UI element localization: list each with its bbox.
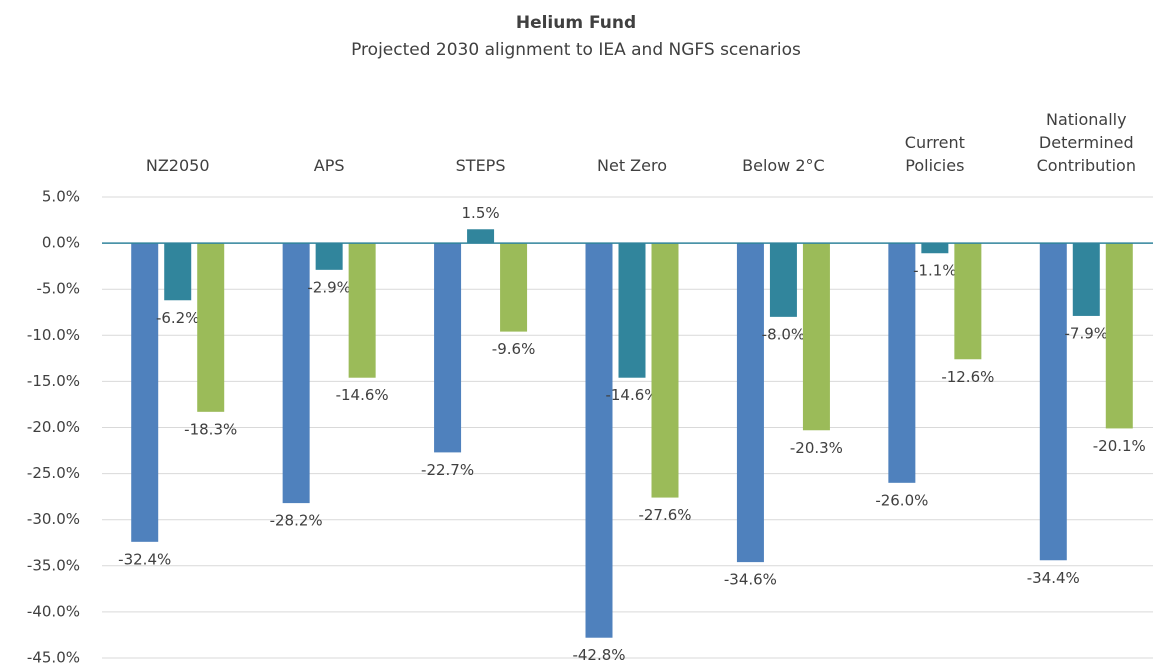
data-label: -12.6%	[941, 368, 994, 386]
chart-subtitle: Projected 2030 alignment to IEA and NGFS…	[351, 40, 801, 60]
y-tick-label: -5.0%	[36, 280, 80, 298]
bar	[131, 243, 159, 542]
bar	[1072, 243, 1100, 316]
bar	[651, 243, 679, 498]
bar	[348, 243, 376, 378]
bar	[434, 243, 462, 453]
data-label: -28.2%	[270, 512, 323, 530]
data-label: -8.0%	[762, 325, 806, 343]
data-label: -20.1%	[1093, 437, 1146, 455]
bar	[500, 243, 528, 332]
x-tick-label: APS	[313, 156, 345, 175]
y-tick-label: -15.0%	[27, 372, 80, 390]
bar	[1105, 243, 1133, 429]
x-tick-label: Below 2°C	[742, 156, 825, 175]
data-label: -42.8%	[572, 646, 625, 664]
y-tick-label: -25.0%	[27, 464, 80, 482]
y-tick-label: 5.0%	[42, 188, 80, 206]
bar	[1039, 243, 1067, 561]
x-tick-label: Nationally Determined Contribution	[1036, 110, 1136, 175]
bar	[769, 243, 797, 317]
y-tick-label: -35.0%	[27, 556, 80, 574]
bar	[736, 243, 764, 563]
bar	[921, 243, 949, 254]
bar	[282, 243, 310, 504]
x-tick-label: NZ2050	[145, 156, 210, 175]
bar	[315, 243, 343, 270]
data-label: -14.6%	[336, 386, 389, 404]
bar	[585, 243, 613, 638]
x-tick-label: Net Zero	[597, 156, 667, 175]
data-label: -1.1%	[913, 262, 957, 280]
data-label: -14.6%	[605, 386, 658, 404]
y-tick-label: 0.0%	[42, 234, 80, 252]
data-label: -2.9%	[307, 278, 351, 296]
bar	[164, 243, 192, 301]
data-label: -34.6%	[724, 571, 777, 589]
bar	[802, 243, 830, 431]
data-label: -32.4%	[118, 550, 171, 568]
data-label: -7.9%	[1065, 324, 1109, 342]
data-label: -20.3%	[790, 439, 843, 457]
data-label: -26.0%	[875, 491, 928, 509]
y-tick-label: -40.0%	[27, 602, 80, 620]
y-tick-label: -30.0%	[27, 510, 80, 528]
y-tick-label: -10.0%	[27, 326, 80, 344]
x-tick-label: Current Policies	[904, 133, 965, 175]
data-label: -9.6%	[492, 340, 536, 358]
data-label: -18.3%	[184, 420, 237, 438]
y-tick-label: -45.0%	[27, 649, 80, 667]
bar	[954, 243, 982, 360]
bar	[888, 243, 916, 483]
bar	[467, 229, 495, 244]
data-label: -34.4%	[1027, 569, 1080, 587]
bar	[618, 243, 646, 378]
bar	[197, 243, 225, 412]
data-label: -6.2%	[156, 309, 200, 327]
data-label: 1.5%	[462, 204, 500, 222]
data-label: -27.6%	[638, 506, 691, 524]
data-label: -22.7%	[421, 461, 474, 479]
chart-title: Helium Fund	[516, 13, 636, 33]
y-tick-label: -20.0%	[27, 418, 80, 436]
x-tick-label: STEPS	[455, 156, 506, 175]
